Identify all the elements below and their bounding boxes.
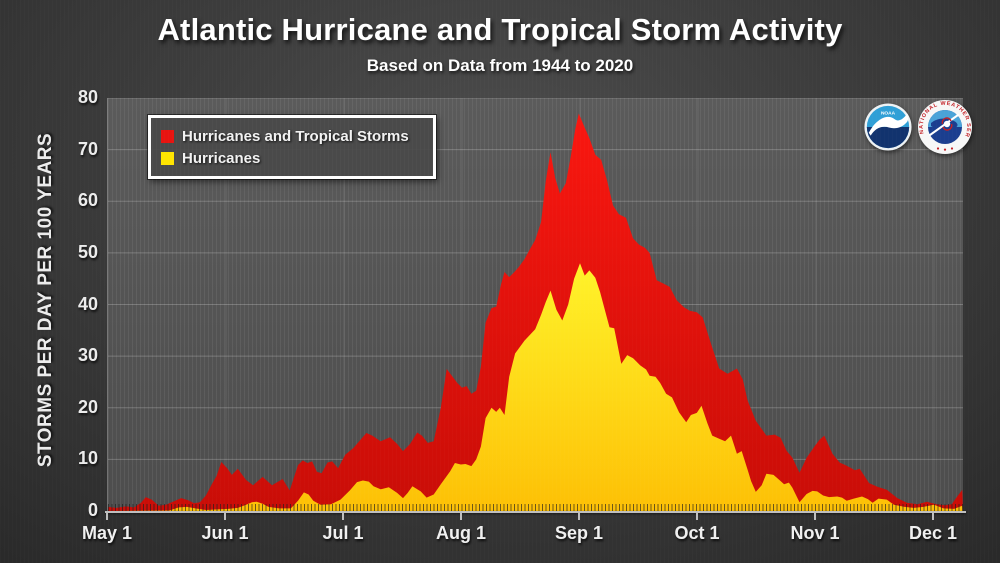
legend: Hurricanes and Tropical Storms Hurricane… bbox=[147, 114, 437, 180]
area-series-hurricanes bbox=[108, 263, 963, 511]
nws-dot bbox=[936, 147, 940, 150]
area-series-total bbox=[108, 113, 963, 511]
x-tick-Sep1 bbox=[578, 513, 580, 520]
y-tick-label-50: 50 bbox=[77, 241, 98, 262]
y-tick-label-0: 0 bbox=[87, 500, 98, 520]
nws-hurricane-icon bbox=[943, 120, 951, 128]
chart-subtitle: Based on Data from 1944 to 2020 bbox=[366, 56, 634, 75]
y-tick-label-60: 60 bbox=[77, 190, 98, 211]
x-tick-label-Dec1: Dec 1 bbox=[908, 523, 958, 543]
y-tick-label-70: 70 bbox=[77, 138, 98, 159]
y-tick-label-30: 30 bbox=[77, 345, 98, 366]
x-tick-label-Aug1: Aug 1 bbox=[435, 523, 486, 543]
nws-hurricane-arms bbox=[941, 117, 953, 131]
noaa-sea bbox=[866, 127, 910, 149]
y-tick-label-40: 40 bbox=[77, 293, 98, 314]
nws-dot bbox=[943, 148, 947, 151]
noaa-gull-icon bbox=[868, 113, 909, 136]
daily-minor-ticks bbox=[108, 504, 963, 511]
x-tick-label-Sep1: Sep 1 bbox=[554, 523, 604, 543]
x-tick-label-Nov1: Nov 1 bbox=[790, 523, 840, 543]
noaa-logo: NOAA bbox=[864, 103, 912, 151]
plot-area bbox=[107, 98, 963, 511]
x-tick-Oct1 bbox=[696, 513, 698, 520]
x-tick-Jun1 bbox=[224, 513, 226, 520]
legend-label-total: Hurricanes and Tropical Storms bbox=[182, 127, 409, 145]
noaa-text: NOAA bbox=[881, 111, 896, 117]
x-tick-May1 bbox=[106, 513, 108, 520]
x-tick-label-Jun1: Jun 1 bbox=[201, 523, 249, 543]
legend-swatch-yellow bbox=[161, 151, 174, 165]
y-tick-label-80: 80 bbox=[77, 87, 98, 107]
x-axis-line bbox=[105, 511, 966, 513]
x-tick-label-Oct1: Oct 1 bbox=[674, 523, 720, 543]
x-tick-Dec1 bbox=[932, 513, 934, 520]
legend-swatch-red bbox=[161, 129, 174, 143]
x-tick-label-Jul1: Jul 1 bbox=[322, 523, 364, 543]
legend-item-hurricanes: Hurricanes bbox=[161, 147, 423, 169]
x-tick-Jul1 bbox=[342, 513, 344, 520]
x-tick-Aug1 bbox=[460, 513, 462, 520]
legend-item-total: Hurricanes and Tropical Storms bbox=[161, 125, 423, 147]
y-tick-label-20: 20 bbox=[77, 396, 98, 417]
y-tick-label-10: 10 bbox=[77, 448, 98, 469]
x-tick-Nov1 bbox=[814, 513, 816, 520]
legend-label-hurricanes: Hurricanes bbox=[182, 149, 261, 167]
agency-logos: NOAA NATIONAL WEATHER SERVICE bbox=[863, 99, 975, 155]
chart-title: Atlantic Hurricane and Tropical Storm Ac… bbox=[157, 12, 843, 47]
nws-dot bbox=[950, 147, 954, 150]
nws-logo: NATIONAL WEATHER SERVICE bbox=[918, 100, 972, 154]
x-tick-label-May1: May 1 bbox=[81, 523, 133, 543]
